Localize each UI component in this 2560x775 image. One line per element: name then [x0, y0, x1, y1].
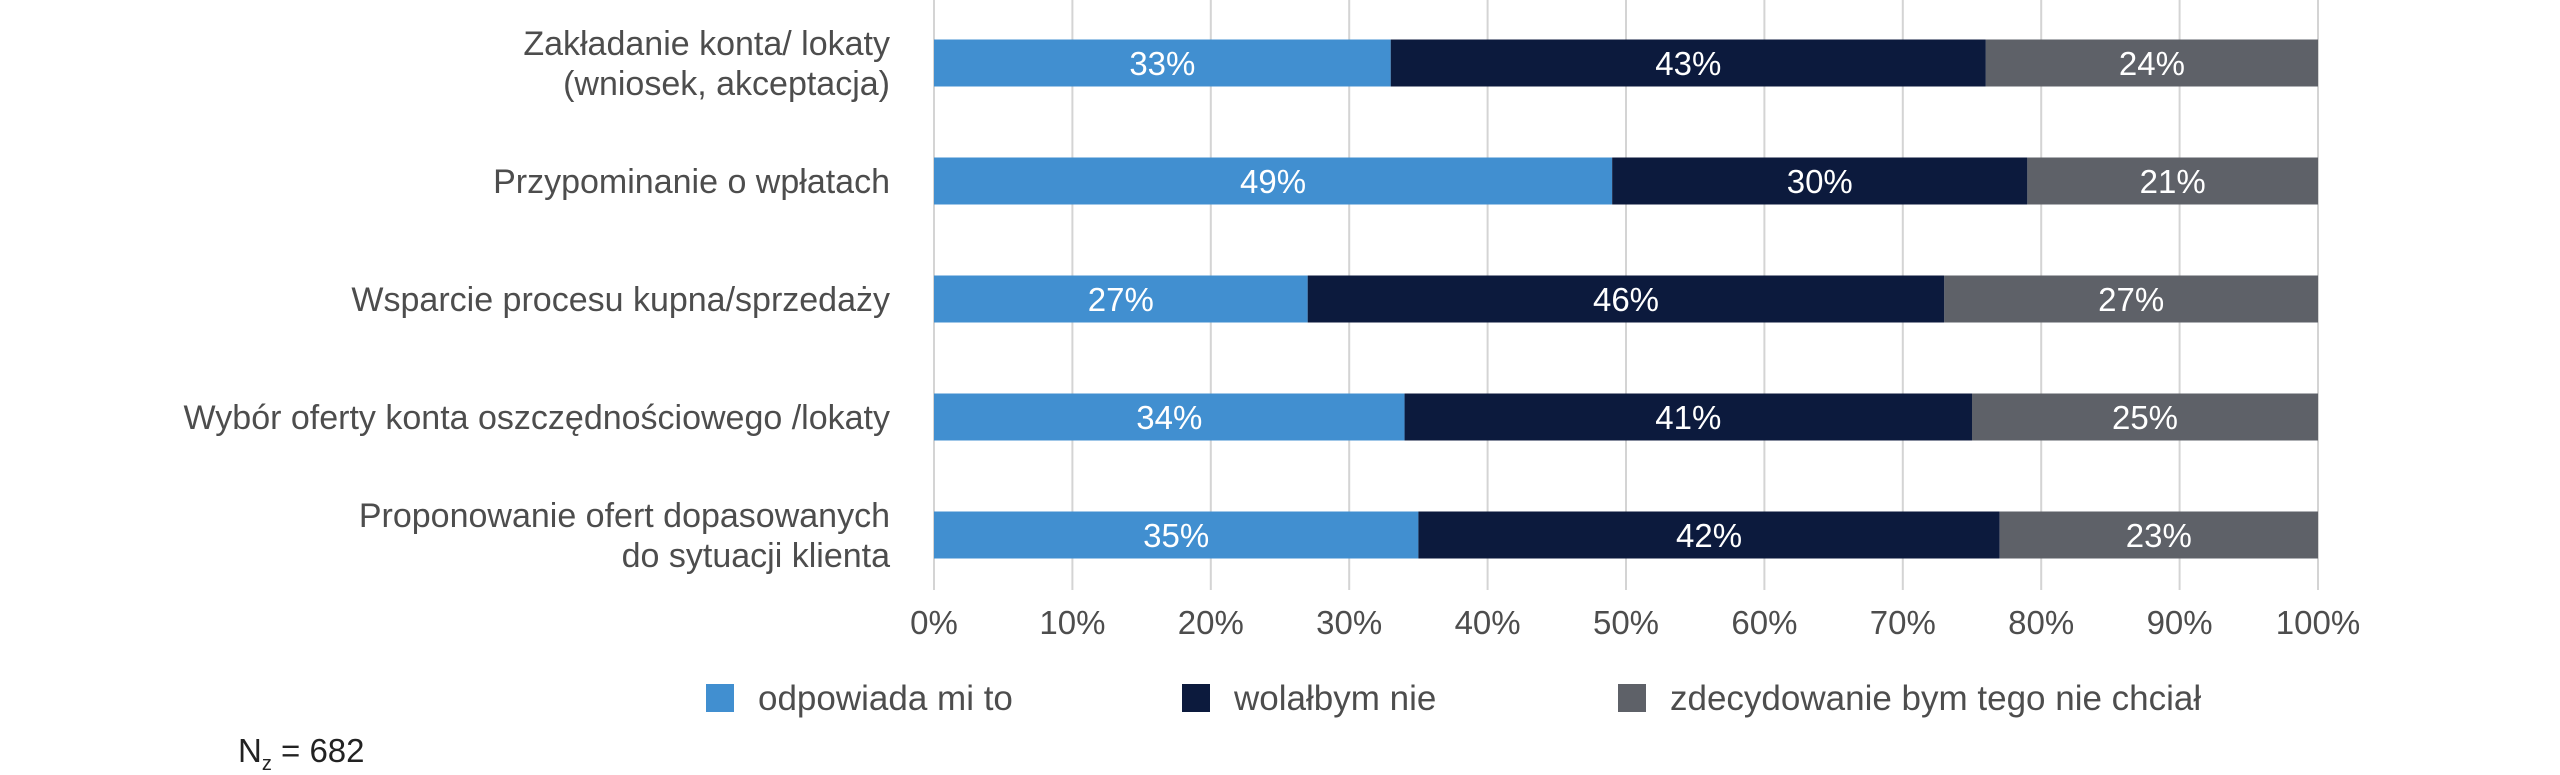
bar-segment [1944, 275, 2318, 323]
category-label: Zakładanie konta/ lokaty [523, 25, 890, 63]
bars: 33% 43% 24% 49% 30% 21% 27% 46% 27% 34% 41% 25% 35% 4… [934, 39, 2318, 559]
legend-label: wolałbym nie [1233, 679, 1436, 718]
bar-segment [1390, 39, 1986, 87]
bar-segment [1404, 393, 1972, 441]
bar-segment [934, 393, 1405, 441]
bar-segment [1972, 393, 2318, 441]
legend-swatch [1182, 684, 1210, 712]
category-label: Proponowanie ofert dopasowanych [359, 497, 890, 535]
bar-value-label: 49% [1240, 163, 1306, 200]
legend-label: zdecydowanie bym tego nie chciał [1670, 679, 2201, 718]
x-tick-label: 20% [1178, 604, 1244, 641]
bar-segment [2027, 157, 2318, 205]
bar-segment [934, 511, 1419, 559]
bar-value-label: 24% [2119, 45, 2185, 82]
sample-size-subscript: z [262, 753, 272, 775]
bar-value-label: 46% [1593, 281, 1659, 318]
x-tick-label: 80% [2008, 604, 2074, 641]
category-label: do sytuacji klienta [622, 537, 890, 575]
bar-segment [934, 39, 1391, 87]
x-tick-label: 50% [1593, 604, 1659, 641]
bar-value-label: 35% [1143, 517, 1209, 554]
bar-value-label: 42% [1676, 517, 1742, 554]
sample-size-note: Nz = 682 [238, 732, 365, 775]
bar-value-label: 34% [1136, 399, 1202, 436]
bar-value-label: 41% [1655, 399, 1721, 436]
legend-label: odpowiada mi to [758, 679, 1013, 718]
category-label: Wybór oferty konta oszczędnościowego /lo… [184, 399, 890, 437]
x-axis-ticks: 0% 10% 20% 30% 40% 50% 60% 70% 80% 90% 100% [910, 604, 2360, 641]
bar-value-label: 21% [2140, 163, 2206, 200]
category-label: Wsparcie procesu kupna/sprzedaży [351, 281, 890, 319]
legend-swatch [706, 684, 734, 712]
sample-size-value: = 682 [272, 732, 365, 769]
bar-value-label: 25% [2112, 399, 2178, 436]
category-label: (wniosek, akceptacja) [563, 65, 890, 103]
bar-value-label: 43% [1655, 45, 1721, 82]
bar-value-label: 27% [1088, 281, 1154, 318]
bar-segment [1612, 157, 2028, 205]
x-tick-label: 30% [1316, 604, 1382, 641]
bar-value-label: 30% [1787, 163, 1853, 200]
x-tick-label: 100% [2276, 604, 2360, 641]
bar-value-label: 33% [1129, 45, 1195, 82]
bar-segment [1985, 39, 2318, 87]
sample-size-symbol: N [238, 732, 262, 769]
legend: odpowiada mi to wolałbym nie zdecydowanie … [706, 679, 2201, 718]
bar-value-label: 23% [2126, 517, 2192, 554]
x-tick-label: 40% [1455, 604, 1521, 641]
bar-segment [934, 157, 1613, 205]
bar-value-label: 27% [2098, 281, 2164, 318]
bar-segment [1307, 275, 1945, 323]
category-label: Przypominanie o wpłatach [493, 163, 890, 201]
bar-segment [1418, 511, 2000, 559]
bar-segment [934, 275, 1308, 323]
x-tick-label: 90% [2147, 604, 2213, 641]
category-labels: Zakładanie konta/ lokaty(wniosek, akcept… [184, 25, 891, 575]
x-tick-label: 70% [1870, 604, 1936, 641]
x-tick-label: 60% [1731, 604, 1797, 641]
x-tick-label: 0% [910, 604, 958, 641]
legend-swatch [1618, 684, 1646, 712]
bar-segment [1999, 511, 2318, 559]
x-tick-label: 10% [1039, 604, 1105, 641]
